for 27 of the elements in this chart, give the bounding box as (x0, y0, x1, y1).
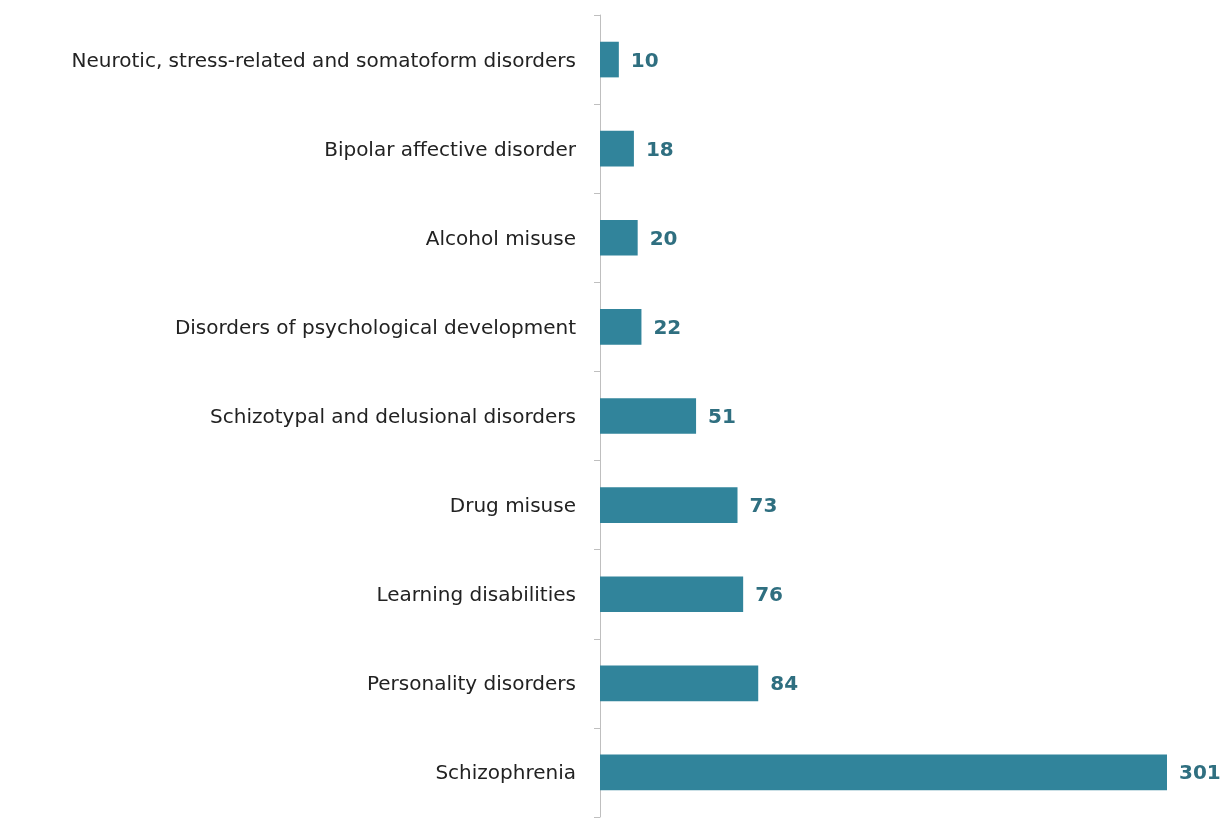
y-tick-label: Personality disorders (366, 671, 576, 696)
bar (600, 754, 1167, 791)
y-tick-label: Schizophrenia (435, 760, 576, 785)
y-tick-label: Drug misuse (449, 493, 576, 518)
y-tick-label: Disorders of psychological development (174, 314, 577, 339)
data-label: 73 (749, 493, 778, 518)
data-label: 51 (708, 404, 736, 428)
data-label: 10 (630, 47, 659, 72)
y-tick-label: Bipolar affective disorder (324, 136, 577, 161)
y-tick-label: Schizotypal and delusional disorders (210, 404, 576, 428)
bar (600, 309, 642, 345)
bar (600, 41, 619, 78)
bar (600, 398, 697, 434)
y-tick-label: Alcohol misuse (425, 225, 576, 250)
bar (600, 665, 759, 702)
bar (600, 130, 634, 167)
data-label: 301 (1179, 760, 1221, 785)
y-tick-label: Neurotic, stress-related and somatoform disorders (71, 47, 576, 72)
y-tick-label: Learning disabilities (376, 582, 576, 607)
data-label: 18 (645, 136, 674, 161)
data-label: 76 (755, 582, 784, 607)
data-label: 84 (770, 671, 799, 696)
data-label: 20 (649, 225, 678, 250)
bar (600, 487, 738, 523)
data-label: 22 (653, 314, 682, 339)
bar (600, 219, 638, 256)
bar (600, 576, 744, 613)
